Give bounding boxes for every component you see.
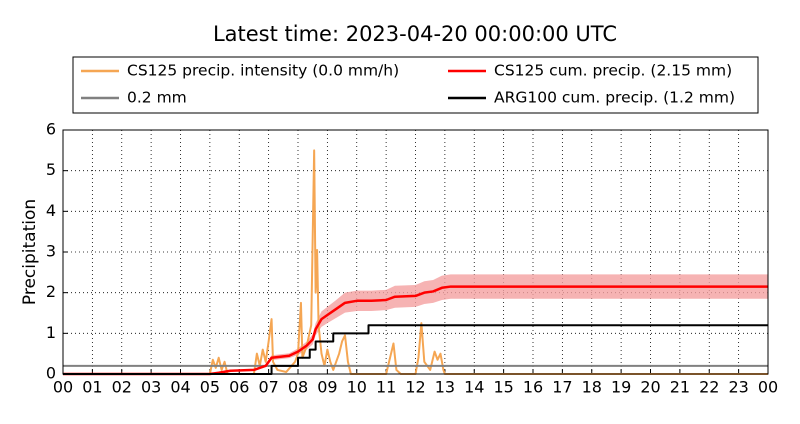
series-line [63, 149, 768, 375]
legend-label: CS125 cum. precip. (2.15 mm) [494, 62, 732, 80]
y-tick-label: 1 [46, 323, 56, 342]
x-tick-label: 07 [258, 378, 278, 397]
x-tick-label: 23 [728, 378, 748, 397]
x-tick-label: 21 [670, 378, 690, 397]
uncertainty-band [63, 274, 768, 374]
x-tick-label: 14 [464, 378, 484, 397]
y-tick-label: 0 [46, 364, 56, 383]
legend-box [72, 56, 759, 114]
x-tick-label: 15 [493, 378, 513, 397]
x-tick-label: 11 [376, 378, 396, 397]
x-tick-label: 09 [317, 378, 337, 397]
series-line [63, 285, 768, 376]
x-tick-label: 00 [758, 378, 778, 397]
x-tick-label: 04 [170, 378, 190, 397]
plot-frame [62, 129, 769, 375]
legend-label: CS125 precip. intensity (0.0 mm/h) [127, 62, 399, 80]
x-tick-label: 03 [141, 378, 161, 397]
x-tick-label: 01 [82, 378, 102, 397]
y-tick-label: 5 [46, 160, 56, 179]
x-tick-label: 02 [112, 378, 132, 397]
x-tick-label: 10 [347, 378, 367, 397]
legend-label: ARG100 cum. precip. (1.2 mm) [494, 89, 735, 107]
x-tick-label: 00 [53, 378, 73, 397]
y-tick-label: 4 [46, 201, 56, 220]
x-tick-label: 13 [435, 378, 455, 397]
x-tick-label: 05 [200, 378, 220, 397]
y-axis-label: Precipitation [20, 199, 40, 305]
chart-title: Latest time: 2023-04-20 00:00:00 UTC [213, 22, 617, 46]
x-tick-label: 12 [405, 378, 425, 397]
x-tick-label: 18 [582, 378, 602, 397]
y-tick-label: 3 [46, 242, 56, 261]
x-tick-label: 08 [288, 378, 308, 397]
y-tick-label: 2 [46, 282, 56, 301]
x-tick-label: 20 [640, 378, 660, 397]
y-tick-label: 6 [46, 120, 56, 139]
legend-label: 0.2 mm [127, 89, 187, 107]
series-line [63, 324, 768, 375]
x-tick-label: 19 [611, 378, 631, 397]
x-tick-label: 16 [523, 378, 543, 397]
x-tick-label: 17 [552, 378, 572, 397]
x-tick-label: 06 [229, 378, 249, 397]
x-tick-label: 22 [699, 378, 719, 397]
